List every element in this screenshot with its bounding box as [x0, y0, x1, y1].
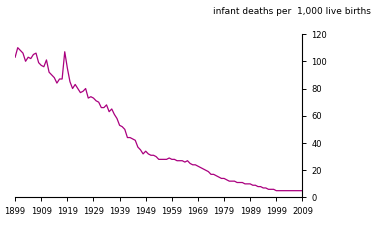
Text: infant deaths per  1,000 live births: infant deaths per 1,000 live births [212, 7, 370, 16]
